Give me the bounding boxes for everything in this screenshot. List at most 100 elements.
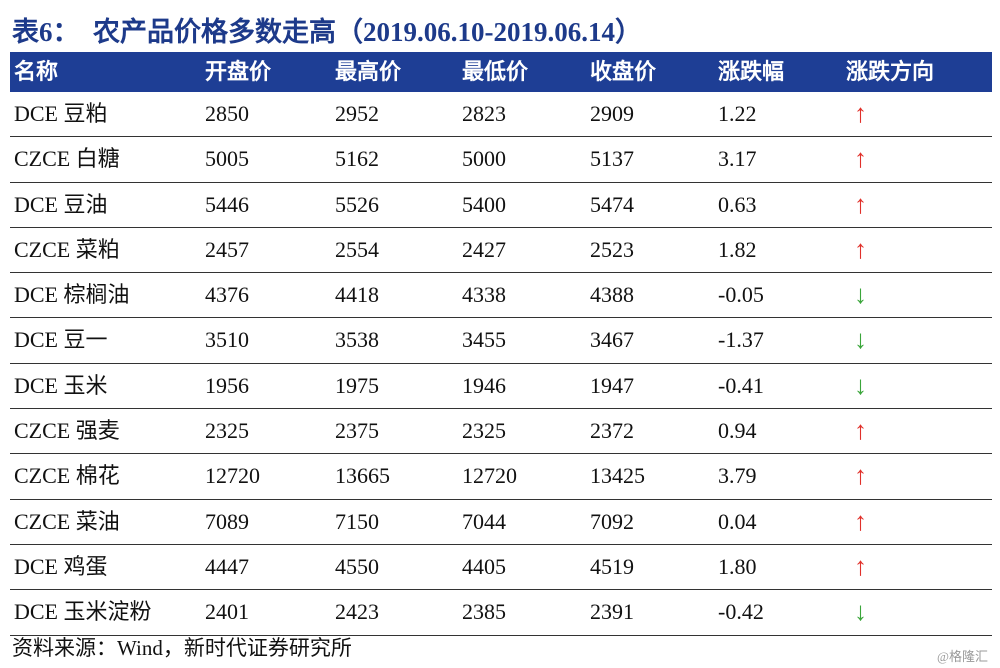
table-cell: 12720 — [462, 463, 517, 489]
table-cell: 2909 — [590, 101, 634, 126]
table-cell: -0.42 — [718, 599, 764, 625]
table-cell: 4519 — [590, 553, 634, 579]
table-cell: DCE 玉米淀粉 — [14, 599, 152, 625]
table-cell: 2427 — [462, 236, 506, 262]
table-cell: 0.63 — [718, 191, 757, 217]
table-row: DCE 豆一 3510 3538 3455 3467 -1.37 ↓ — [10, 318, 992, 364]
table-cell: 1.82 — [718, 236, 757, 262]
table-row: CZCE 白糖 5005 5162 5000 5137 3.17 ↑ — [10, 137, 992, 183]
table-cell: 2325 — [462, 418, 506, 444]
direction-arrow: ↑ — [854, 551, 867, 581]
direction-arrow: ↓ — [854, 325, 867, 355]
table-cell: 2375 — [335, 418, 379, 444]
column-header: 名称 — [14, 59, 59, 84]
table-cell: 3510 — [205, 327, 249, 353]
table-row: DCE 玉米淀粉 2401 2423 2385 2391 -0.42 ↓ — [10, 590, 992, 636]
direction-arrow: ↑ — [854, 506, 867, 536]
table-cell: 0.94 — [718, 418, 757, 444]
table-cell: CZCE 菜粕 — [14, 236, 120, 262]
table-cell: 13665 — [335, 463, 390, 489]
direction-arrow: ↑ — [854, 416, 867, 446]
table-row: DCE 豆油 5446 5526 5400 5474 0.63 ↑ — [10, 183, 992, 228]
table-row: CZCE 强麦 2325 2375 2325 2372 0.94 ↑ — [10, 409, 992, 455]
direction-arrow: ↓ — [854, 280, 867, 310]
table-cell: DCE 棕榈油 — [14, 282, 130, 308]
table-cell: 3467 — [590, 327, 634, 353]
table-row: DCE 豆粕 2850 2952 2823 2909 1.22 ↑ — [10, 92, 992, 138]
table-cell: DCE 玉米 — [14, 372, 108, 398]
table-cell: 7044 — [462, 508, 506, 534]
direction-arrow: ↓ — [854, 370, 867, 400]
direction-arrow: ↓ — [854, 597, 867, 627]
table-cell: 7092 — [590, 508, 634, 534]
table-cell: -0.05 — [718, 282, 764, 308]
table-cell: DCE 鸡蛋 — [14, 553, 108, 579]
table-cell: 5474 — [590, 191, 634, 217]
table-cell: 1975 — [335, 372, 379, 398]
table-cell: 2325 — [205, 418, 249, 444]
table-cell: 2554 — [335, 236, 379, 262]
column-header: 涨跌幅 — [718, 59, 785, 84]
table-cell: 5162 — [335, 146, 379, 172]
table-row: CZCE 菜油 7089 7150 7044 7092 0.04 ↑ — [10, 500, 992, 545]
table-cell: 7089 — [205, 508, 249, 534]
direction-arrow: ↑ — [854, 144, 867, 174]
table-cell: CZCE 强麦 — [14, 418, 120, 444]
table-cell: 4418 — [335, 282, 379, 308]
direction-arrow: ↑ — [854, 234, 867, 264]
table-cell: DCE 豆一 — [14, 327, 108, 353]
table-cell: 7150 — [335, 508, 379, 534]
table-cell: 2823 — [462, 101, 506, 126]
table-cell: 4376 — [205, 282, 249, 308]
column-header: 收盘价 — [590, 59, 657, 84]
table-cell: 2401 — [205, 599, 249, 625]
table-cell: CZCE 菜油 — [14, 508, 120, 534]
table-cell: 5000 — [462, 146, 506, 172]
table-cell: DCE 豆粕 — [14, 101, 108, 126]
source: 资料来源：Wind，新时代证券研究所 — [12, 636, 352, 660]
table-cell: 4405 — [462, 553, 506, 579]
table-cell: 0.04 — [718, 508, 757, 534]
table-cell: 12720 — [205, 463, 260, 489]
table-cell: DCE 豆油 — [14, 191, 108, 217]
table-cell: 5526 — [335, 191, 379, 217]
table-cell: 13425 — [590, 463, 645, 489]
table-cell: CZCE 白糖 — [14, 146, 120, 172]
table-cell: CZCE 棉花 — [14, 463, 120, 489]
table-row: CZCE 菜粕 2457 2554 2427 2523 1.82 ↑ — [10, 228, 992, 274]
table-cell: 5005 — [205, 146, 249, 172]
table-cell: 3.17 — [718, 146, 757, 172]
table-cell: 1.22 — [718, 101, 757, 126]
watermark: @格隆汇 — [937, 649, 988, 664]
table-cell: -1.37 — [718, 327, 764, 353]
table-cell: -0.41 — [718, 372, 764, 398]
table: 名称 开盘价 最高价 最低价 收盘价 涨跌幅 涨跌方向 DCE 豆粕 2850 2952 2823 2… — [10, 52, 992, 636]
column-header: 涨跌方向 — [846, 59, 935, 84]
direction-arrow: ↑ — [854, 99, 867, 128]
table-cell: 3538 — [335, 327, 379, 353]
table-cell: 3.79 — [718, 463, 757, 489]
table-cell: 4388 — [590, 282, 634, 308]
table-cell: 4338 — [462, 282, 506, 308]
column-header: 最高价 — [335, 59, 402, 84]
table-cell: 2952 — [335, 101, 379, 126]
table-cell: 1956 — [205, 372, 249, 398]
table-row: DCE 玉米 1956 1975 1946 1947 -0.41 ↓ — [10, 364, 992, 410]
table-cell: 5137 — [590, 146, 634, 172]
table-cell: 2385 — [462, 599, 506, 625]
table-cell: 4447 — [205, 553, 249, 579]
column-header: 开盘价 — [205, 59, 272, 84]
table-cell: 2850 — [205, 101, 249, 126]
direction-arrow: ↑ — [854, 461, 867, 491]
direction-arrow: ↑ — [854, 189, 867, 219]
table-cell: 2391 — [590, 599, 634, 625]
table-cell: 2423 — [335, 599, 379, 625]
table-cell: 1947 — [590, 372, 634, 398]
table-cell: 2372 — [590, 418, 634, 444]
table-row: CZCE 棉花 12720 13665 12720 13425 3.79 ↑ — [10, 454, 992, 500]
table-row: DCE 棕榈油 4376 4418 4338 4388 -0.05 ↓ — [10, 273, 992, 319]
table-cell: 5446 — [205, 191, 249, 217]
table-cell: 5400 — [462, 191, 506, 217]
table-cell: 4550 — [335, 553, 379, 579]
